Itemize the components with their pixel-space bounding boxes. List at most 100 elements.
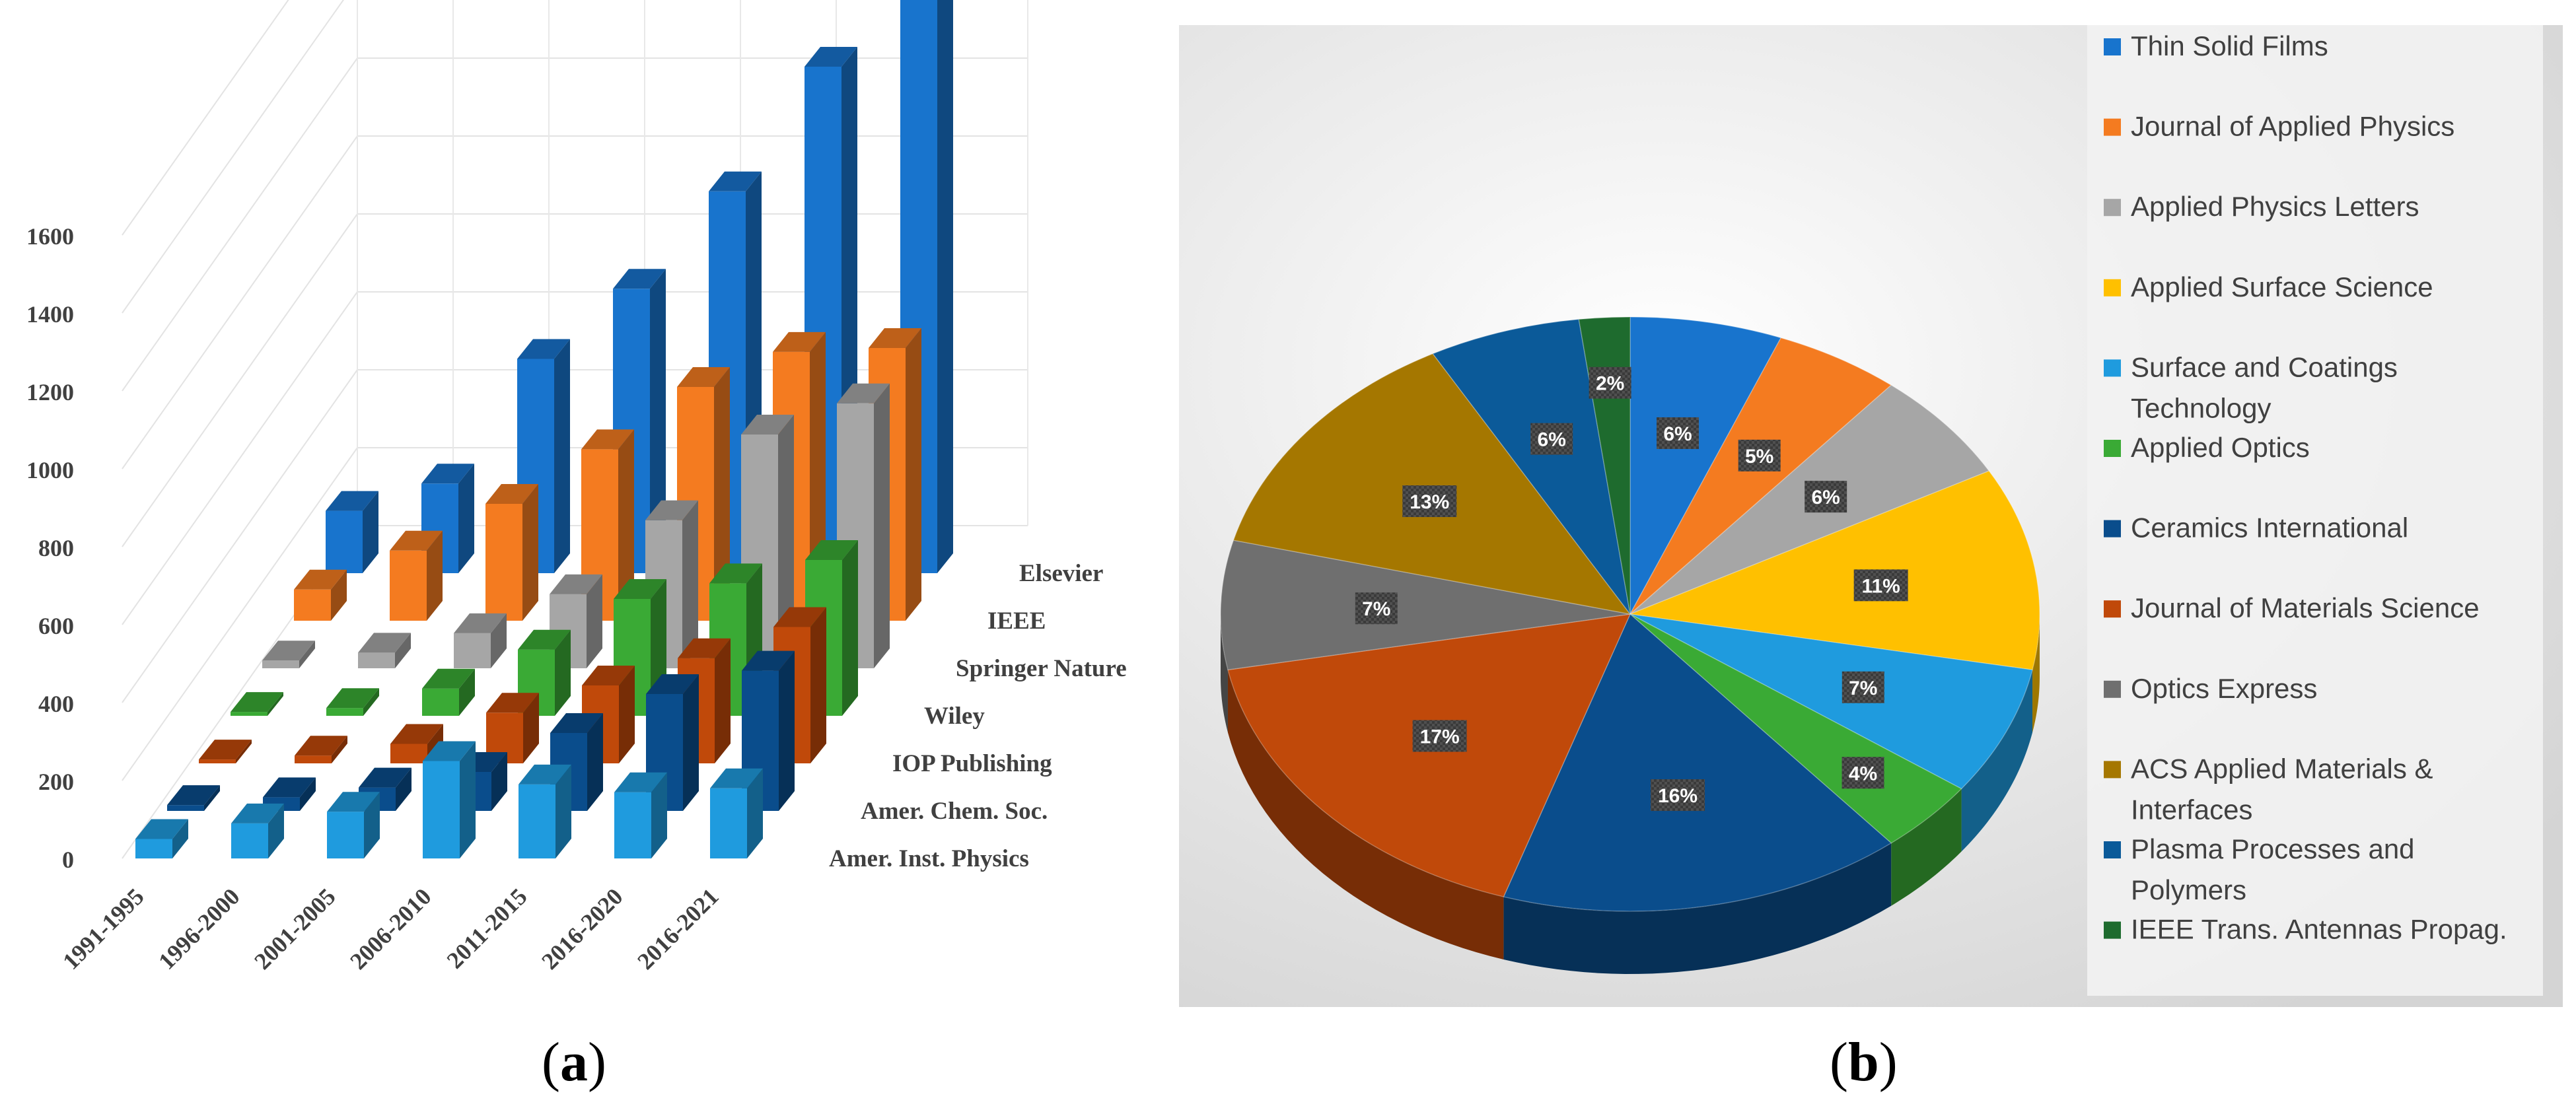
bar-side-face (555, 764, 571, 858)
legend-swatch (2104, 359, 2121, 377)
bar-top-face (709, 171, 762, 191)
bar-side-face (555, 629, 571, 716)
pie-slice-side-optics-express (1221, 614, 1228, 733)
pie-legend-background (2087, 25, 2543, 996)
pie-data-label: 13% (1410, 491, 1449, 513)
x-tick-label: 2011-2015 (441, 883, 532, 973)
bar-front-face (326, 708, 363, 716)
bar-side-face (554, 339, 570, 573)
legend-entry-journal-of-applied-physics: Journal of Applied Physics (2104, 111, 2454, 142)
bar-front-face (422, 688, 459, 716)
gridline-side (122, 291, 358, 625)
caption-b: (b) (1830, 1031, 1898, 1093)
bar-top-face (485, 484, 538, 504)
pie-data-label-box (1355, 592, 1398, 625)
legend-entry-applied-physics-letters: Applied Physics Letters (2104, 191, 2419, 222)
bar-top-face (805, 47, 857, 67)
series-label-iop-publishing: IOP Publishing (892, 750, 1052, 777)
bar-side-face (874, 383, 890, 668)
y-tick-label: 600 (38, 613, 74, 639)
bar-side-face (587, 574, 602, 668)
bar-top-face (742, 650, 795, 671)
pie-slice-side-applied-surface-science (2032, 614, 2040, 733)
pie-slice-side-ceramics-international (1503, 843, 1892, 974)
bar-side-face (715, 638, 731, 763)
legend-label: Applied Surface Science (2131, 271, 2433, 302)
bar-side-face (842, 540, 858, 716)
bar-amer-inst-physics (519, 764, 571, 858)
bar-side-face (682, 500, 698, 668)
bar-top-face (837, 383, 890, 403)
legend-entry-thin-solid-films: Thin Solid Films (2104, 30, 2328, 61)
bar-front-face (231, 712, 268, 716)
pie-data-label: 7% (1849, 678, 1877, 699)
bar-top-face (454, 613, 507, 633)
bar-side-face (458, 464, 474, 573)
bar-top-face (327, 792, 380, 812)
bar-side-face (714, 367, 730, 621)
bar-top-face (518, 629, 571, 650)
y-tick-label: 800 (38, 535, 74, 561)
bar-wiley (231, 692, 283, 716)
bar-side-face (937, 0, 953, 573)
bar-top-face (326, 491, 378, 511)
legend-label-line: Interfaces (2131, 794, 2252, 825)
bar-side-face (204, 785, 220, 811)
legend-entry-acs-applied-materials-interfaces: ACS Applied Materials & Interfaces (2104, 753, 2433, 825)
pie-data-label-box (1853, 569, 1908, 602)
y-tick-label: 200 (38, 769, 74, 795)
y-tick-label: 1400 (26, 301, 74, 328)
bar-top-face (421, 464, 474, 484)
bar-chart-bars (135, 0, 953, 858)
bar-front-face (454, 633, 491, 668)
pie-data-label: 16% (1658, 785, 1698, 807)
bar-side-face (618, 429, 634, 621)
legend-label: Surface and Coatings Technology (2131, 351, 2398, 423)
bar-top-face (423, 741, 476, 761)
bar-top-face (646, 674, 699, 694)
pie-data-label: 17% (1420, 726, 1460, 748)
bar-wiley (326, 688, 379, 716)
bar-front-face (614, 792, 651, 858)
pie-data-label: 6% (1812, 487, 1840, 508)
bar-top-face (295, 736, 347, 756)
legend-label: ACS Applied Materials & Interfaces (2131, 753, 2433, 825)
bar-springer-nature (454, 613, 507, 668)
bar-side-face (587, 713, 603, 811)
bar-side-face (268, 803, 284, 858)
bar-top-face (773, 331, 826, 352)
gridline-side (122, 0, 345, 314)
pie-data-label-box (1842, 757, 1884, 789)
bar-side-face (491, 613, 507, 668)
legend-swatch (2104, 921, 2121, 939)
pie-data-label: 7% (1362, 598, 1390, 620)
legend-label: Applied Physics Letters (2131, 191, 2419, 222)
bar-front-face (358, 652, 395, 668)
bar-springer-nature (262, 641, 315, 668)
bar-top-face (167, 785, 220, 806)
bar-iop-publishing (773, 607, 826, 763)
bar-side-face (364, 792, 380, 858)
bar-ieee (390, 530, 443, 621)
pie-data-label: 6% (1538, 429, 1566, 451)
series-label-amer-inst-physics: Amer. Inst. Physics (829, 845, 1029, 872)
pie-slice-side-journal-of-materials-science (1227, 670, 1504, 959)
pie-chart-3d: 6% 5% 6% 11% 7% 4% 16% 17% 7% 13% 6% 2% Thin Solid … (1179, 25, 2563, 1007)
y-axis-tick-labels: 0 200 400 600 800 1000 1200 1400 1600 (26, 223, 74, 873)
pie-slice-optics-express (1220, 540, 1631, 671)
bar-side-face (236, 740, 252, 763)
caption-a: (a) (542, 1031, 606, 1093)
pie-data-label: 11% (1861, 575, 1900, 597)
legend-swatch (2104, 199, 2121, 217)
series-label-springer-nature: Springer Nature (956, 655, 1127, 682)
bar-top-face (582, 666, 635, 685)
bar-amer-inst-physics (231, 803, 284, 858)
bar-wiley (422, 668, 475, 716)
bar-front-face (199, 759, 236, 763)
pie-data-labels: 6% 5% 6% 11% 7% 4% 16% 17% 7% 13% 6% 2% (1355, 366, 1908, 812)
bar-side-face (650, 269, 666, 573)
bar-side-face (395, 633, 411, 668)
legend-swatch (2104, 761, 2121, 779)
bar-side-face (747, 768, 763, 858)
